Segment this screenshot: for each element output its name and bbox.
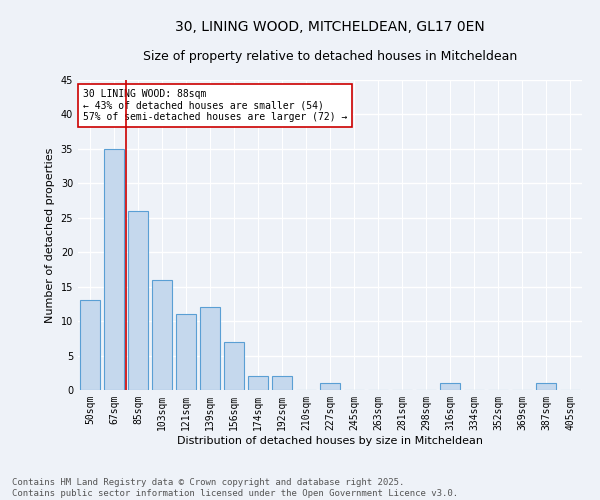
Bar (152, 280, 172, 390)
Bar (200, 308, 220, 390)
Bar (536, 383, 556, 390)
Bar (104, 149, 124, 390)
Bar (320, 383, 340, 390)
Y-axis label: Number of detached properties: Number of detached properties (45, 148, 55, 322)
Text: 30, LINING WOOD, MITCHELDEAN, GL17 0EN: 30, LINING WOOD, MITCHELDEAN, GL17 0EN (175, 20, 485, 34)
Bar (272, 376, 292, 390)
Bar (248, 376, 268, 390)
Bar (224, 342, 244, 390)
Bar (80, 300, 100, 390)
Text: Size of property relative to detached houses in Mitcheldean: Size of property relative to detached ho… (143, 50, 517, 63)
Bar (176, 314, 196, 390)
Text: 30 LINING WOOD: 88sqm
← 43% of detached houses are smaller (54)
57% of semi-deta: 30 LINING WOOD: 88sqm ← 43% of detached … (83, 90, 347, 122)
Text: Contains HM Land Registry data © Crown copyright and database right 2025.
Contai: Contains HM Land Registry data © Crown c… (12, 478, 458, 498)
Bar (128, 211, 148, 390)
Bar (440, 383, 460, 390)
X-axis label: Distribution of detached houses by size in Mitcheldean: Distribution of detached houses by size … (177, 436, 483, 446)
